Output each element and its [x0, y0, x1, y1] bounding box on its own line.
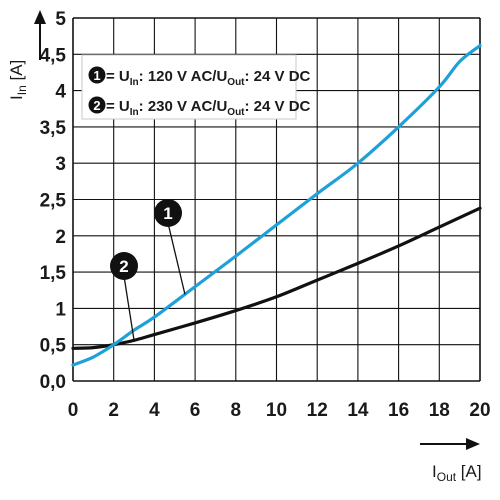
y-axis-label: IIn [A] [7, 60, 29, 100]
legend-marker-1-label: 1 [93, 68, 100, 83]
x-axis-arrowhead [466, 438, 480, 450]
y-tick-label: 0,5 [40, 336, 67, 357]
y-tick-label: 2 [55, 227, 66, 248]
y-tick-label: 4 [55, 82, 66, 103]
y-tick-label: 4,5 [40, 45, 67, 66]
callout-marker-1 [154, 199, 182, 227]
x-tick-label: 2 [108, 400, 119, 421]
y-axis-arrowhead [34, 10, 46, 24]
y-tick-label: 0,0 [40, 372, 66, 393]
callouts: 12 [110, 199, 186, 341]
series-line-1 [71, 43, 482, 367]
legend-item-2: 2 = UIn: 230 V AC/UOut: 24 V DC [88, 96, 311, 118]
callout-leader-1 [167, 222, 186, 295]
legend-label-1: = UIn: 120 V AC/UOut: 24 V DC [106, 68, 311, 88]
x-tick-label: 0 [68, 400, 79, 421]
x-axis-label: IOut [A] [432, 462, 482, 484]
legend-box [81, 54, 297, 120]
callout-label-1: 1 [163, 204, 172, 223]
y-tick-label: 3,5 [40, 118, 67, 139]
x-tick-label: 20 [469, 400, 490, 421]
x-tick-label: 16 [388, 400, 409, 421]
x-axis-title: IOut [A] [420, 438, 482, 484]
y-tick-label: 2,5 [40, 191, 67, 212]
legend-label-2: = UIn: 230 V AC/UOut: 24 V DC [106, 98, 311, 118]
y-axis-title: IIn [A] [7, 10, 46, 100]
legend-marker-2-label: 2 [93, 98, 100, 113]
legend-marker-1 [88, 66, 106, 84]
x-tick-label: 4 [149, 400, 160, 421]
y-tick-label: 1 [55, 299, 66, 320]
callout-leader-2 [123, 275, 135, 341]
series-layer [71, 43, 482, 367]
callout-marker-2 [110, 252, 138, 280]
legend: 1 = UIn: 120 V AC/UOut: 24 V DC 2 = UIn:… [81, 54, 311, 120]
x-tick-label: 6 [190, 400, 201, 421]
x-tick-label: 14 [347, 400, 369, 421]
x-tick-label: 18 [429, 400, 450, 421]
y-tick-label: 1,5 [40, 263, 67, 284]
x-tick-label: 8 [231, 400, 242, 421]
x-tick-label: 12 [307, 400, 328, 421]
x-tick-label: 10 [266, 400, 287, 421]
y-tick-label: 5 [55, 9, 66, 30]
callout-label-2: 2 [119, 257, 128, 276]
ticks: 0 2 4 6 8 10 12 14 16 18 200,00,511,522,533,544,55 [40, 9, 491, 421]
legend-item-1: 1 = UIn: 120 V AC/UOut: 24 V DC [88, 66, 311, 88]
legend-marker-2 [88, 96, 106, 114]
y-tick-label: 3 [55, 154, 66, 175]
